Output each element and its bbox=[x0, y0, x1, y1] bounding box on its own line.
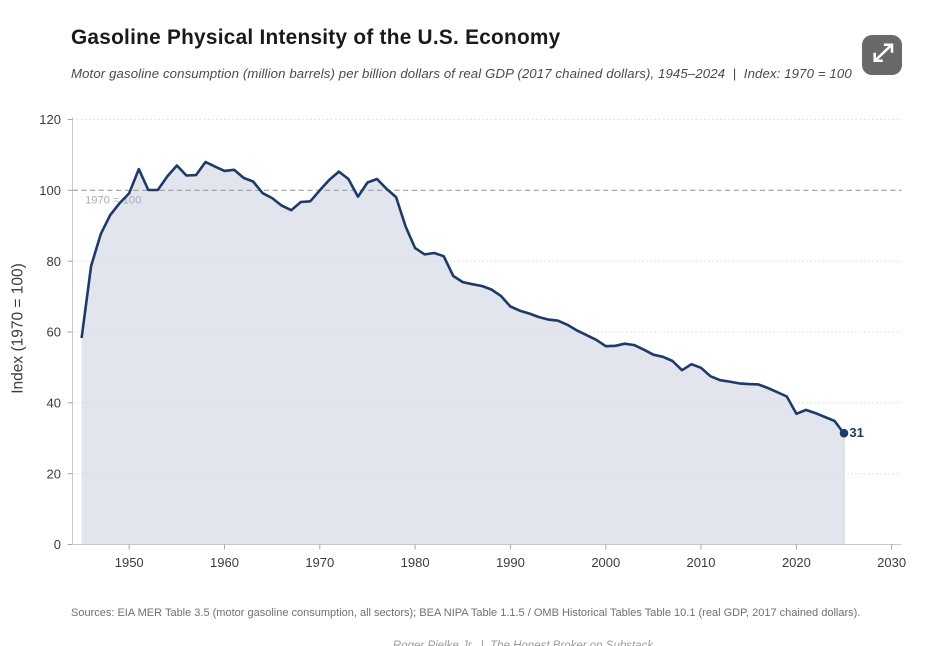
svg-text:1970: 1970 bbox=[305, 555, 334, 570]
svg-text:0: 0 bbox=[54, 537, 61, 552]
svg-text:100: 100 bbox=[39, 183, 61, 198]
svg-text:120: 120 bbox=[39, 112, 61, 127]
svg-text:Sources: EIA MER Table 3.5 (mo: Sources: EIA MER Table 3.5 (motor gasoli… bbox=[71, 607, 860, 619]
svg-text:20: 20 bbox=[47, 466, 61, 481]
svg-text:40: 40 bbox=[47, 395, 61, 410]
svg-text:2010: 2010 bbox=[687, 555, 716, 570]
svg-text:31: 31 bbox=[849, 425, 863, 440]
svg-text:2000: 2000 bbox=[591, 555, 620, 570]
svg-text:1960: 1960 bbox=[210, 555, 239, 570]
svg-text:1980: 1980 bbox=[401, 555, 430, 570]
svg-text:Index (1970 = 100): Index (1970 = 100) bbox=[10, 263, 27, 394]
svg-text:Roger Pielke Jr. | The Hones: Roger Pielke Jr. | The Honest Broker on … bbox=[393, 640, 654, 646]
svg-text:80: 80 bbox=[47, 254, 61, 269]
svg-text:1970 = 100: 1970 = 100 bbox=[85, 195, 141, 207]
svg-text:1990: 1990 bbox=[496, 555, 525, 570]
svg-text:60: 60 bbox=[47, 325, 61, 340]
svg-text:2020: 2020 bbox=[782, 555, 811, 570]
svg-text:2030: 2030 bbox=[877, 555, 906, 570]
svg-text:1950: 1950 bbox=[115, 555, 144, 570]
